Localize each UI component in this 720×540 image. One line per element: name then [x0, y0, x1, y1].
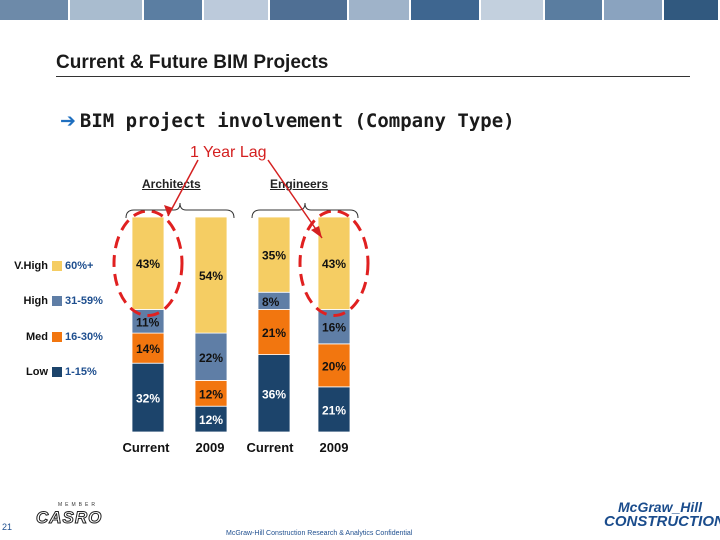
data-label: 11%	[136, 315, 160, 329]
lag-arrowhead	[164, 205, 173, 216]
highlight-ellipse	[298, 209, 370, 317]
data-label: 16%	[322, 321, 346, 335]
legend-swatch	[52, 261, 62, 271]
banner-segment	[349, 0, 412, 20]
legend-item-med: Med 16-30%	[6, 330, 103, 344]
brand-logo-line2: CONSTRUCTION	[604, 513, 720, 530]
banner-segment	[663, 0, 720, 20]
legend-level: V.High	[14, 260, 48, 272]
casro-wordmark: CASRO	[35, 508, 103, 528]
engineers-brace	[251, 202, 359, 219]
banner-segment	[603, 0, 664, 20]
x-tick-label: 2009	[196, 440, 225, 455]
data-label: 22%	[199, 351, 223, 365]
data-label: 21%	[262, 326, 286, 340]
group-label-architects: Architects	[142, 177, 201, 191]
banner-segment	[203, 0, 270, 20]
bar-segment	[194, 216, 228, 334]
bar-segment	[317, 386, 351, 433]
data-label: 20%	[322, 359, 346, 373]
banner-segment	[69, 0, 144, 20]
bar-segment	[257, 216, 291, 293]
subtitle-text: BIM project involvement (Company Type)	[79, 110, 515, 132]
data-label: 43%	[322, 257, 346, 271]
arrow-bullet-icon: ➔	[60, 110, 76, 132]
lag-arrowhead	[311, 226, 322, 238]
brand-logo-line1: McGraw_Hill	[618, 499, 703, 515]
legend-level: Med	[26, 331, 48, 343]
bar-segment	[194, 405, 228, 433]
lag-arrow	[267, 159, 323, 239]
bar-segment	[131, 216, 165, 310]
group-label-engineers: Engineers	[270, 177, 329, 191]
x-tick-label: Current	[123, 440, 171, 455]
banner-segment	[143, 0, 204, 20]
subtitle: ➔ BIM project involvement (Company Type)	[60, 110, 515, 132]
legend-swatch	[52, 367, 62, 377]
bar-segment	[257, 309, 291, 356]
data-label: 35%	[262, 249, 286, 263]
lag-arrow	[167, 159, 199, 217]
page-title: Current & Future BIM Projects	[56, 52, 329, 73]
bar-segment	[131, 332, 165, 364]
data-label: 36%	[262, 387, 286, 401]
legend-item-vhigh: V.High 60%+	[6, 259, 93, 273]
data-label: 54%	[199, 269, 223, 283]
legend-range: 60%+	[65, 260, 94, 272]
data-label: 43%	[136, 257, 160, 271]
legend-range: 1-15%	[65, 366, 97, 378]
banner-segment	[269, 0, 350, 20]
legend-item-high: High 31-59%	[6, 294, 103, 308]
legend-swatch	[52, 296, 62, 306]
title-divider	[56, 76, 690, 77]
legend-range: 31-59%	[65, 295, 103, 307]
x-tick-label: 2009	[320, 440, 349, 455]
lag-label: 1 Year Lag	[190, 144, 267, 161]
legend-swatch	[52, 332, 62, 342]
x-tick-label: Current	[247, 440, 295, 455]
data-label: 8%	[262, 295, 280, 309]
legend-range: 16-30%	[65, 331, 103, 343]
footer-text: McGraw-Hill Construction Research & Anal…	[226, 530, 413, 537]
top-banner	[0, 0, 720, 20]
data-label: 12%	[199, 413, 223, 427]
legend-level: Low	[26, 366, 48, 378]
banner-segment	[481, 0, 546, 20]
banner-segment	[545, 0, 604, 20]
data-label: 14%	[136, 342, 160, 356]
legend-level: High	[23, 295, 48, 307]
bar-segment	[194, 332, 228, 381]
highlight-ellipse	[112, 209, 184, 317]
bar-segment	[317, 216, 351, 310]
data-label: 12%	[199, 387, 223, 401]
banner-segment	[0, 0, 70, 20]
legend-item-low: Low 1-15%	[6, 365, 97, 379]
bar-segment	[131, 362, 165, 433]
data-label: 32%	[136, 392, 160, 406]
banner-segment	[411, 0, 482, 20]
data-label: 21%	[322, 403, 346, 417]
architects-brace	[125, 202, 235, 219]
casro-member-text: MEMBER	[58, 502, 98, 508]
page-number: 21	[2, 522, 13, 532]
